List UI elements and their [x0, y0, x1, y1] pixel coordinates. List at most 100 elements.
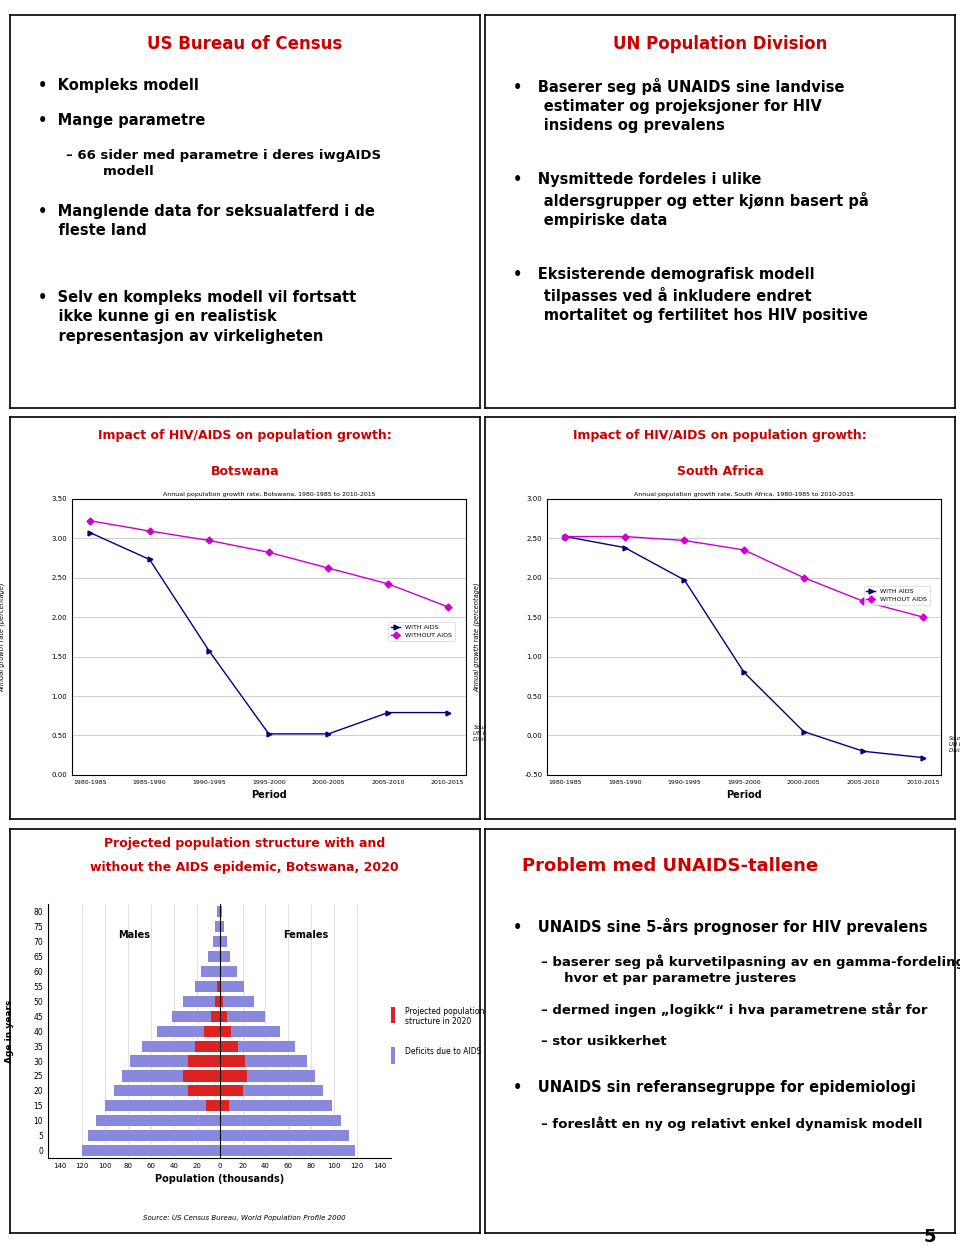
Bar: [202, 966, 220, 977]
Bar: [220, 996, 254, 1007]
Bar: [123, 1070, 220, 1081]
X-axis label: Period: Period: [251, 790, 287, 800]
WITHOUT AIDS: [619, 529, 631, 544]
Text: Problem med UNAIDS-tallene: Problem med UNAIDS-tallene: [522, 858, 819, 875]
WITHOUT AIDS: [382, 577, 394, 592]
Text: – stor usikkerhet: – stor usikkerhet: [541, 1035, 667, 1049]
Bar: [187, 1085, 220, 1096]
Bar: [114, 1085, 220, 1096]
WITHOUT AIDS: [84, 514, 96, 529]
Bar: [220, 1100, 332, 1112]
WITHOUT AIDS: [917, 609, 928, 624]
Text: Deficits due to AIDS: Deficits due to AIDS: [405, 1048, 481, 1056]
Text: Impact of HIV/AIDS on population growth:: Impact of HIV/AIDS on population growth:: [573, 430, 867, 442]
Bar: [220, 1026, 280, 1036]
Bar: [220, 1040, 296, 1051]
WITH AIDS: [204, 643, 215, 658]
Bar: [367, 1048, 396, 1064]
Bar: [195, 981, 220, 992]
WITH AIDS: [738, 664, 750, 679]
WITH AIDS: [144, 551, 156, 566]
Bar: [220, 951, 230, 962]
Bar: [220, 981, 244, 992]
Text: •  Manglende data for seksualatferd i de
    fleste land: • Manglende data for seksualatferd i de …: [37, 203, 374, 237]
WITH AIDS: [560, 529, 571, 544]
Bar: [367, 1007, 396, 1024]
WITH AIDS: [442, 705, 453, 720]
Text: – 66 sider med parametre i deres iwgAIDS
        modell: – 66 sider med parametre i deres iwgAIDS…: [66, 148, 381, 178]
Bar: [220, 1011, 227, 1022]
Text: – foreslått en ny og relativt enkel dynamisk modell: – foreslått en ny og relativt enkel dyna…: [541, 1117, 923, 1130]
Title: Annual population growth rate, Botswana, 1980-1985 to 2010-2015: Annual population growth rate, Botswana,…: [162, 492, 375, 497]
Bar: [217, 981, 220, 992]
Bar: [206, 1100, 220, 1112]
Bar: [220, 1100, 228, 1112]
Bar: [213, 936, 220, 947]
Text: Projected population structure with and: Projected population structure with and: [105, 836, 385, 850]
Bar: [220, 1115, 341, 1127]
Bar: [183, 1070, 220, 1081]
Text: Botswana: Botswana: [210, 465, 279, 479]
WITHOUT AIDS: [798, 570, 809, 585]
WITH AIDS: [619, 540, 631, 555]
WITHOUT AIDS: [560, 529, 571, 544]
Text: •   UNAIDS sine 5-års prognoser for HIV prevalens: • UNAIDS sine 5-års prognoser for HIV pr…: [513, 918, 927, 934]
Text: Source:
UN Population
Division 2001: Source: UN Population Division 2001: [948, 736, 960, 752]
Bar: [142, 1040, 220, 1051]
Bar: [220, 1085, 243, 1096]
Text: – baserer seg på kurvetilpasning av en gamma-fordeling
     hvor et par parametr: – baserer seg på kurvetilpasning av en g…: [541, 955, 960, 986]
Bar: [88, 1130, 220, 1142]
WITH AIDS: [857, 744, 869, 759]
Y-axis label: Annual growth rate (percentage): Annual growth rate (percentage): [473, 582, 480, 692]
Text: Source: US Census Bureau, World Population Profile 2000: Source: US Census Bureau, World Populati…: [143, 1215, 347, 1221]
Bar: [220, 906, 222, 917]
Text: US Bureau of Census: US Bureau of Census: [147, 35, 343, 53]
Bar: [220, 1130, 349, 1142]
Bar: [220, 966, 237, 977]
Bar: [96, 1115, 220, 1127]
Bar: [220, 921, 225, 932]
Text: Projected population
structure in 2020: Projected population structure in 2020: [405, 1007, 484, 1026]
Line: WITH AIDS: WITH AIDS: [563, 534, 925, 760]
Legend: WITH AIDS, WITHOUT AIDS: WITH AIDS, WITHOUT AIDS: [389, 622, 455, 641]
Bar: [220, 1011, 266, 1022]
WITHOUT AIDS: [679, 533, 690, 548]
WITHOUT AIDS: [442, 599, 453, 614]
Bar: [220, 981, 221, 992]
WITHOUT AIDS: [738, 543, 750, 558]
WITH AIDS: [917, 750, 928, 765]
WITHOUT AIDS: [263, 545, 275, 560]
Text: UN Population Division: UN Population Division: [612, 35, 828, 53]
Bar: [220, 1070, 247, 1081]
Text: •  Mange parametre: • Mange parametre: [37, 113, 205, 128]
Legend: WITH AIDS, WITHOUT AIDS: WITH AIDS, WITHOUT AIDS: [864, 585, 930, 605]
WITH AIDS: [382, 705, 394, 720]
Text: Source:
UN Population
Division 2001: Source: UN Population Division 2001: [473, 725, 513, 742]
Line: WITHOUT AIDS: WITHOUT AIDS: [563, 534, 925, 619]
Bar: [195, 1040, 220, 1051]
Bar: [156, 1026, 220, 1036]
Bar: [220, 1145, 355, 1157]
WITHOUT AIDS: [204, 533, 215, 548]
Text: South Africa: South Africa: [677, 465, 763, 479]
Text: without the AIDS epidemic, Botswana, 2020: without the AIDS epidemic, Botswana, 202…: [90, 862, 399, 874]
Line: WITH AIDS: WITH AIDS: [87, 530, 450, 736]
WITHOUT AIDS: [144, 524, 156, 539]
Text: – dermed ingen „logikk“ i hva parametrene står for: – dermed ingen „logikk“ i hva parametren…: [541, 1002, 927, 1017]
WITH AIDS: [263, 726, 275, 741]
Bar: [215, 996, 220, 1007]
Bar: [217, 906, 220, 917]
Bar: [106, 1100, 220, 1112]
Bar: [220, 996, 223, 1007]
Text: •   Baserer seg på UNAIDS sine landvise
      estimater og projeksjoner for HIV
: • Baserer seg på UNAIDS sine landvise es…: [513, 78, 845, 133]
Text: •   Eksisterende demografisk modell
      tilpasses ved å inkludere endret
     : • Eksisterende demografisk modell tilpas…: [513, 266, 868, 323]
X-axis label: Period: Period: [726, 790, 762, 800]
Text: •  Selv en kompleks modell vil fortsatt
    ikke kunne gi en realistisk
    repr: • Selv en kompleks modell vil fortsatt i…: [37, 290, 356, 344]
Bar: [172, 1011, 220, 1022]
Bar: [220, 1085, 323, 1096]
Bar: [220, 1055, 245, 1066]
Bar: [204, 1026, 220, 1036]
Text: •  Kompleks modell: • Kompleks modell: [37, 78, 199, 93]
WITH AIDS: [679, 573, 690, 588]
Bar: [220, 1070, 315, 1081]
